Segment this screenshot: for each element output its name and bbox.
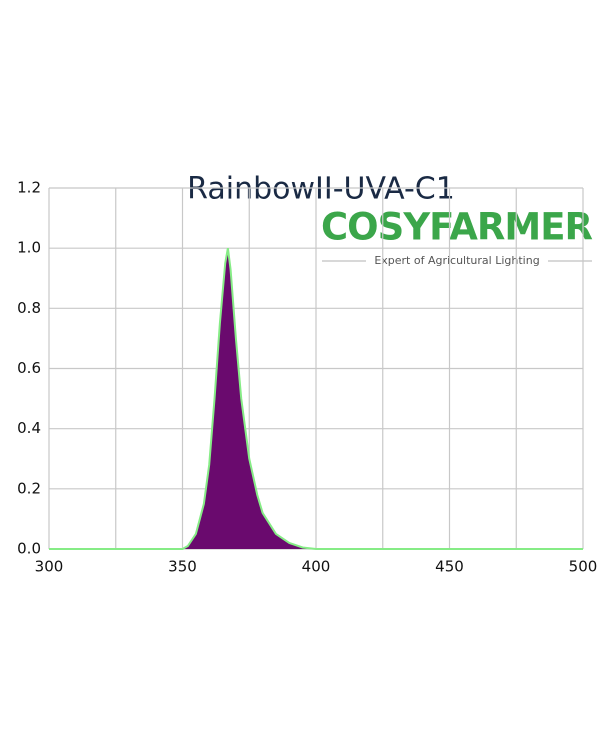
tagline: Expert of Agricultural Lighting <box>374 254 539 267</box>
logo: COSYFARMER <box>321 206 593 249</box>
x-tick-label: 450 <box>435 558 464 576</box>
y-tick-label: 1.0 <box>17 239 41 257</box>
x-tick-label: 400 <box>302 558 331 576</box>
x-tick-label: 350 <box>168 558 197 576</box>
y-tick-label: 0.8 <box>17 299 41 317</box>
y-tick-label: 0.2 <box>17 479 41 497</box>
x-tick-label: 500 <box>569 558 598 576</box>
chart-title: RainbowII-UVA-C1 <box>187 172 455 207</box>
y-tick-label: 0.6 <box>17 359 41 377</box>
y-tick-label: 1.2 <box>17 179 41 197</box>
y-tick-label: 0.4 <box>17 419 41 437</box>
x-tick-label: 300 <box>35 558 64 576</box>
spectrum-line <box>49 247 583 550</box>
y-tick-label: 0.0 <box>17 540 41 558</box>
